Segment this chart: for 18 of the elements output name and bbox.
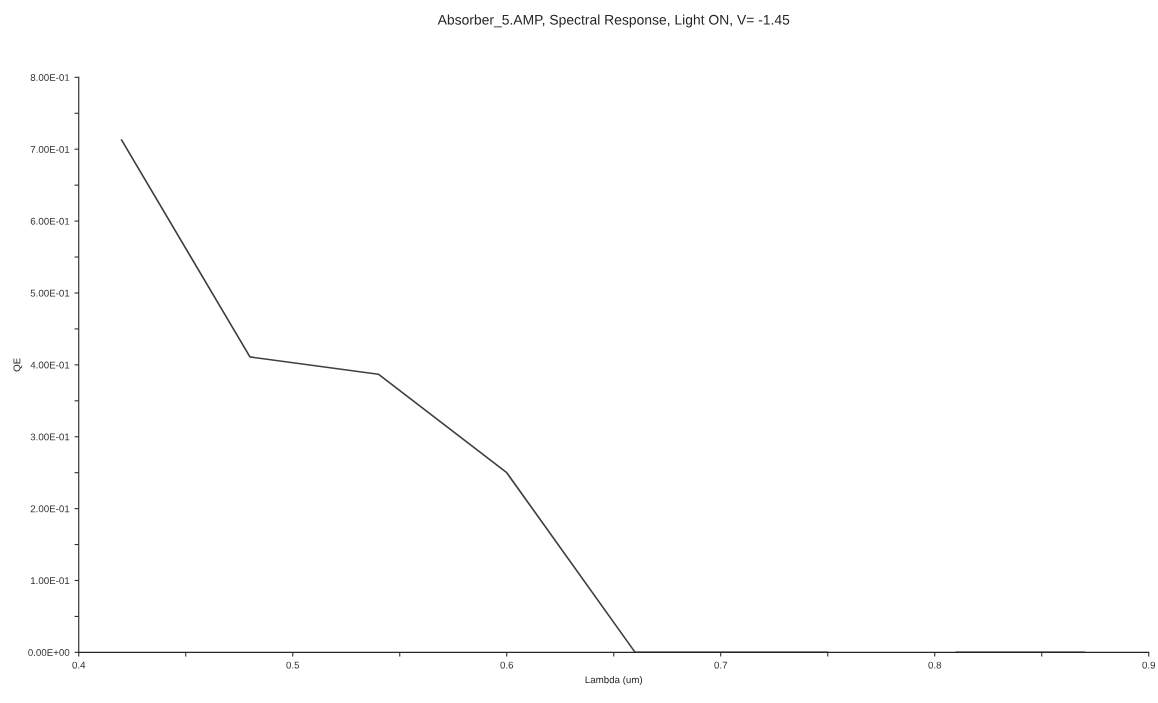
x-axis-title: Lambda (um)	[585, 676, 643, 686]
y-tick-label: 5.00E-01	[30, 289, 70, 297]
chart-title: Absorber_5.AMP, Spectral Response, Light ON, V= -1.45	[437, 14, 790, 28]
y-tick-label: 2.00E-01	[30, 505, 70, 513]
x-tick-label: 0.5	[286, 661, 300, 669]
y-tick-label: 8.00E-01	[30, 74, 70, 81]
y-tick-label: 6.00E-01	[30, 217, 70, 225]
x-tick-label: 0.4	[72, 661, 86, 669]
x-tick-label: 0.6	[500, 661, 514, 669]
y-tick-label: 0.00E+00	[28, 649, 70, 656]
y-axis-title: QE	[13, 358, 23, 372]
y-tick-label: 3.00E-01	[30, 433, 70, 441]
x-tick-label: 0.9	[1142, 661, 1156, 669]
x-tick-label: 0.7	[714, 661, 728, 669]
y-tick-label: 7.00E-01	[30, 145, 70, 153]
y-tick-label: 1.00E-01	[31, 577, 70, 585]
y-tick-label: 4.00E-01	[30, 361, 70, 369]
x-tick-label: 0.8	[928, 661, 942, 669]
